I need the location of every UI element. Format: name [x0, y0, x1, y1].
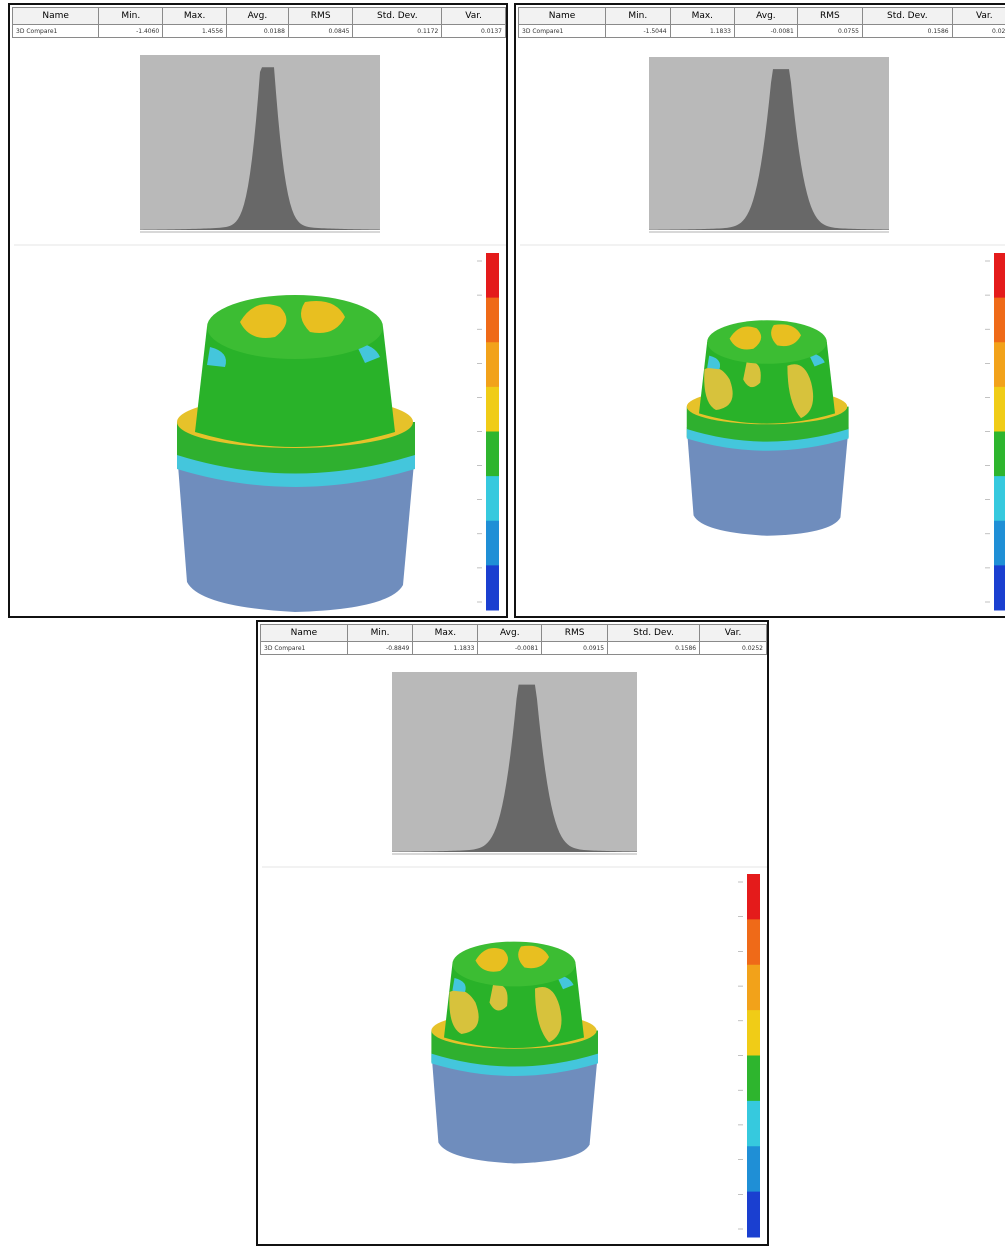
column-header: Min. [606, 8, 671, 25]
column-header: Min. [347, 625, 412, 642]
model-top [707, 320, 827, 364]
column-header: Name [261, 625, 348, 642]
scale-segment [994, 298, 1005, 343]
cell: 1.4556 [163, 25, 227, 38]
cell: 0.0915 [542, 642, 608, 655]
abutment-model [687, 320, 849, 536]
scale-segment [747, 919, 760, 965]
column-header: RMS [542, 625, 608, 642]
column-header: Name [13, 8, 99, 25]
column-header: Max. [163, 8, 227, 25]
cell: 0.0755 [797, 25, 862, 38]
scale-segment [994, 476, 1005, 521]
cell: -1.5044 [606, 25, 671, 38]
scale-segment [994, 432, 1005, 477]
column-header: Avg. [478, 625, 542, 642]
scale-segment [486, 521, 499, 566]
scale-segment [486, 298, 499, 343]
column-header: Var. [952, 8, 1005, 25]
cell: -0.8849 [347, 642, 412, 655]
column-header: Avg. [734, 8, 797, 25]
cell: 3D Compare1 [13, 25, 99, 38]
column-header: Avg. [226, 8, 288, 25]
scale-segment [486, 432, 499, 477]
scale-segment [747, 965, 760, 1011]
cell: 0.0845 [288, 25, 353, 38]
scale-segment [747, 1010, 760, 1056]
panel-graphics [10, 5, 508, 618]
cell: 1.1833 [670, 25, 734, 38]
column-header: Min. [99, 8, 163, 25]
scale-segment [747, 874, 760, 920]
panel-graphics [516, 5, 1005, 618]
panel-graphics [258, 622, 769, 1246]
column-header: Var. [442, 8, 506, 25]
column-header: Max. [413, 625, 478, 642]
abutment-model [177, 295, 415, 612]
scale-segment [994, 565, 1005, 610]
cell: 3D Compare1 [519, 25, 606, 38]
cell: 0.1172 [353, 25, 442, 38]
cell: 3D Compare1 [261, 642, 348, 655]
cell: -1.4060 [99, 25, 163, 38]
column-header: Var. [700, 625, 767, 642]
column-header: Std. Dev. [353, 8, 442, 25]
scale-segment [994, 342, 1005, 387]
cell: -0.0081 [734, 25, 797, 38]
column-header: Std. Dev. [863, 8, 953, 25]
cell: -0.0081 [478, 642, 542, 655]
scale-segment [486, 342, 499, 387]
cell: 0.0137 [442, 25, 506, 38]
cell: 1.1833 [413, 642, 478, 655]
scale-segment [994, 387, 1005, 432]
scale-segment [994, 521, 1005, 566]
column-header: Name [519, 8, 606, 25]
scale-segment [486, 387, 499, 432]
scale-segment [747, 1101, 760, 1147]
cell: 0.1586 [608, 642, 700, 655]
cell: 0.0252 [952, 25, 1005, 38]
model-top [452, 942, 575, 987]
scale-segment [747, 1146, 760, 1192]
page: NameMin.Max.Avg.RMSStd. Dev.Var.3D Compa… [0, 0, 1005, 1244]
column-header: Max. [670, 8, 734, 25]
scale-segment [747, 1192, 760, 1238]
scale-segment [486, 565, 499, 610]
scale-segment [747, 1056, 760, 1102]
scale-segment [486, 476, 499, 521]
column-header: RMS [797, 8, 862, 25]
scale-segment [486, 253, 499, 298]
column-header: Std. Dev. [608, 625, 700, 642]
abutment-model [431, 942, 598, 1164]
cell: 0.1586 [863, 25, 953, 38]
cell: 0.0252 [700, 642, 767, 655]
column-header: RMS [288, 8, 353, 25]
model-top [207, 295, 383, 359]
scale-segment [994, 253, 1005, 298]
cell: 0.0188 [226, 25, 288, 38]
